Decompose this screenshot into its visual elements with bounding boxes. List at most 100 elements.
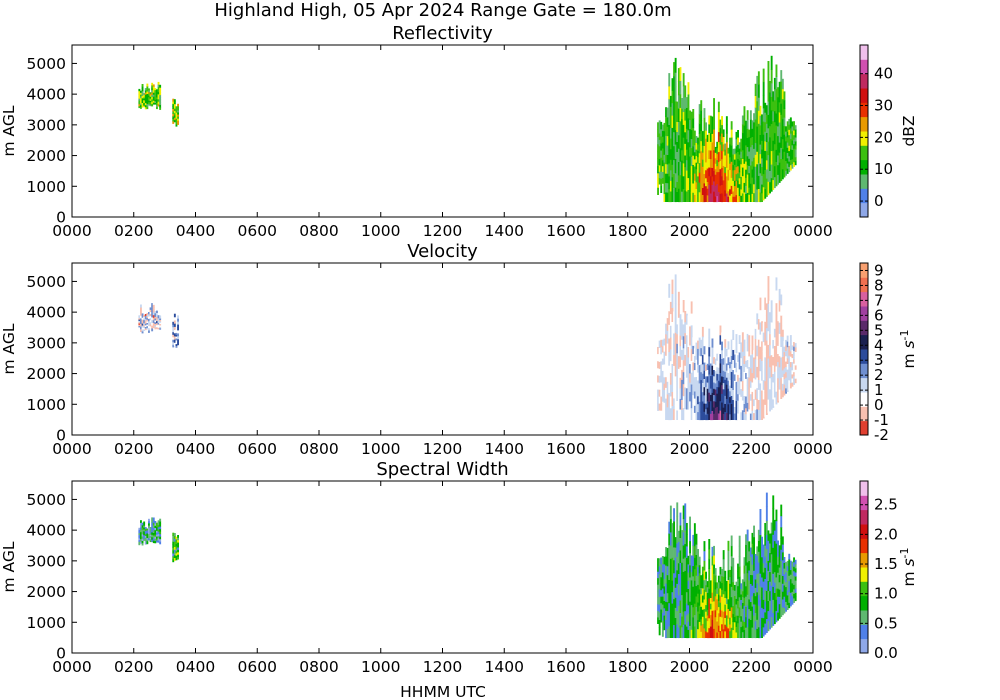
y-tick-label: 0: [56, 645, 66, 663]
x-tick-label: 0600: [238, 222, 277, 240]
y-tick-label: 4000: [27, 86, 66, 104]
x-tick-label: 1000: [361, 222, 400, 240]
y-tick-label: 1000: [27, 178, 66, 196]
echo-layer: [138, 274, 797, 421]
colorbar-tick-label: 1.0: [874, 585, 898, 603]
x-tick-label: 1000: [361, 658, 400, 676]
x-tick-label: 1600: [546, 222, 585, 240]
y-tick-label: 0: [56, 427, 66, 445]
colorbar-tick-label: 30: [874, 97, 893, 115]
x-tick-label: 0400: [176, 440, 215, 458]
y-tick-label: 1000: [27, 396, 66, 414]
colorbar-tick-label: 5: [874, 321, 884, 339]
x-tick-label: 1800: [608, 440, 647, 458]
colorbar-tick-label: 9: [874, 261, 884, 279]
colorbar-tick-label: 2: [874, 366, 884, 384]
panel-title: Velocity: [407, 241, 478, 262]
x-tick-label: 1200: [423, 440, 462, 458]
y-tick-label: 5000: [27, 491, 66, 509]
y-tick-label: 2000: [27, 365, 66, 383]
colorbar-tick-label: 4: [874, 336, 884, 354]
y-axis-label: m AGL: [0, 541, 18, 592]
x-tick-label: 2000: [670, 222, 709, 240]
colorbar-tick-label: 0: [874, 396, 884, 414]
x-tick-label: 0200: [114, 440, 153, 458]
colorbar-tick-label: 10: [874, 160, 893, 178]
colorbar: 0.0 0.5 1.0 1.5 2.0 2.5 m s-1: [859, 480, 918, 662]
colorbar-tick-label: 40: [874, 65, 893, 83]
x-tick-label: 1400: [485, 222, 524, 240]
panel-title: Reflectivity: [392, 23, 493, 44]
x-tick-label: 1800: [608, 222, 647, 240]
x-tick-label: 1600: [546, 440, 585, 458]
echo-layer: [138, 55, 797, 203]
echo-layer: [138, 492, 797, 639]
colorbar-label: m s-1: [898, 329, 918, 368]
x-tick-label: 2200: [732, 658, 771, 676]
colorbar: 0 10 20 30 40 dBZ: [859, 44, 918, 218]
x-tick-label: 0000: [52, 658, 91, 676]
colorbar-label: dBZ: [900, 115, 918, 146]
y-tick-label: 2000: [27, 583, 66, 601]
y-tick-label: 5000: [27, 55, 66, 73]
figure-suptitle: Highland High, 05 Apr 2024 Range Gate = …: [214, 0, 671, 21]
x-tick-label: 0600: [238, 440, 277, 458]
x-tick-label: 2200: [732, 440, 771, 458]
y-tick-label: 1000: [27, 614, 66, 632]
colorbar-tick-label: 8: [874, 276, 884, 294]
x-tick-label: 2000: [670, 440, 709, 458]
y-tick-label: 4000: [27, 522, 66, 540]
x-tick-label: 0000: [52, 440, 91, 458]
y-axis-label: m AGL: [0, 105, 18, 156]
x-tick-label: 2200: [732, 222, 771, 240]
y-tick-label: 4000: [27, 304, 66, 322]
x-tick-label: 0600: [238, 658, 277, 676]
colorbar-tick-label: 6: [874, 306, 884, 324]
colorbar-tick-label: 2.0: [874, 525, 898, 543]
colorbar-tick-label: -1: [874, 411, 889, 429]
x-tick-label: 1000: [361, 440, 400, 458]
y-tick-label: 3000: [27, 116, 66, 134]
x-tick-label: 0400: [176, 222, 215, 240]
x-tick-label: 0800: [299, 440, 338, 458]
x-tick-label: 0000: [793, 658, 832, 676]
x-axis-label: HHMM UTC: [400, 683, 486, 700]
x-tick-label: 0800: [299, 222, 338, 240]
x-tick-label: 1600: [546, 658, 585, 676]
colorbar-tick-label: 20: [874, 128, 893, 146]
x-tick-label: 0000: [52, 222, 91, 240]
x-tick-label: 1400: [485, 440, 524, 458]
y-tick-label: 5000: [27, 273, 66, 291]
colorbar-label: m s-1: [898, 547, 918, 586]
y-axis-label: m AGL: [0, 323, 18, 374]
x-tick-label: 1800: [608, 658, 647, 676]
x-tick-label: 0200: [114, 222, 153, 240]
x-tick-label: 2000: [670, 658, 709, 676]
colorbar-tick-label: 3: [874, 351, 884, 369]
x-tick-label: 0000: [793, 440, 832, 458]
y-tick-label: 3000: [27, 334, 66, 352]
colorbar-tick-label: 0: [874, 192, 884, 210]
x-tick-label: 0400: [176, 658, 215, 676]
panel-title: Spectral Width: [376, 459, 508, 480]
colorbar-tick-label: -2: [874, 426, 889, 444]
x-tick-label: 1400: [485, 658, 524, 676]
x-tick-label: 1200: [423, 222, 462, 240]
x-tick-label: 1200: [423, 658, 462, 676]
y-tick-label: 2000: [27, 147, 66, 165]
colorbar-tick-label: 0.5: [874, 614, 898, 632]
x-tick-label: 0800: [299, 658, 338, 676]
colorbar-tick-label: 1: [874, 381, 884, 399]
x-tick-label: 0000: [793, 222, 832, 240]
panel-2: Spectral Width m AGL 0000 0200 0400 0600 0800 1…: [0, 459, 918, 676]
colorbar-tick-label: 7: [874, 291, 884, 309]
colorbar-tick-label: 1.5: [874, 555, 898, 573]
colorbar-tick-label: 2.5: [874, 496, 898, 514]
y-tick-label: 0: [56, 209, 66, 227]
y-tick-label: 3000: [27, 552, 66, 570]
colorbar-tick-label: 0.0: [874, 644, 898, 662]
